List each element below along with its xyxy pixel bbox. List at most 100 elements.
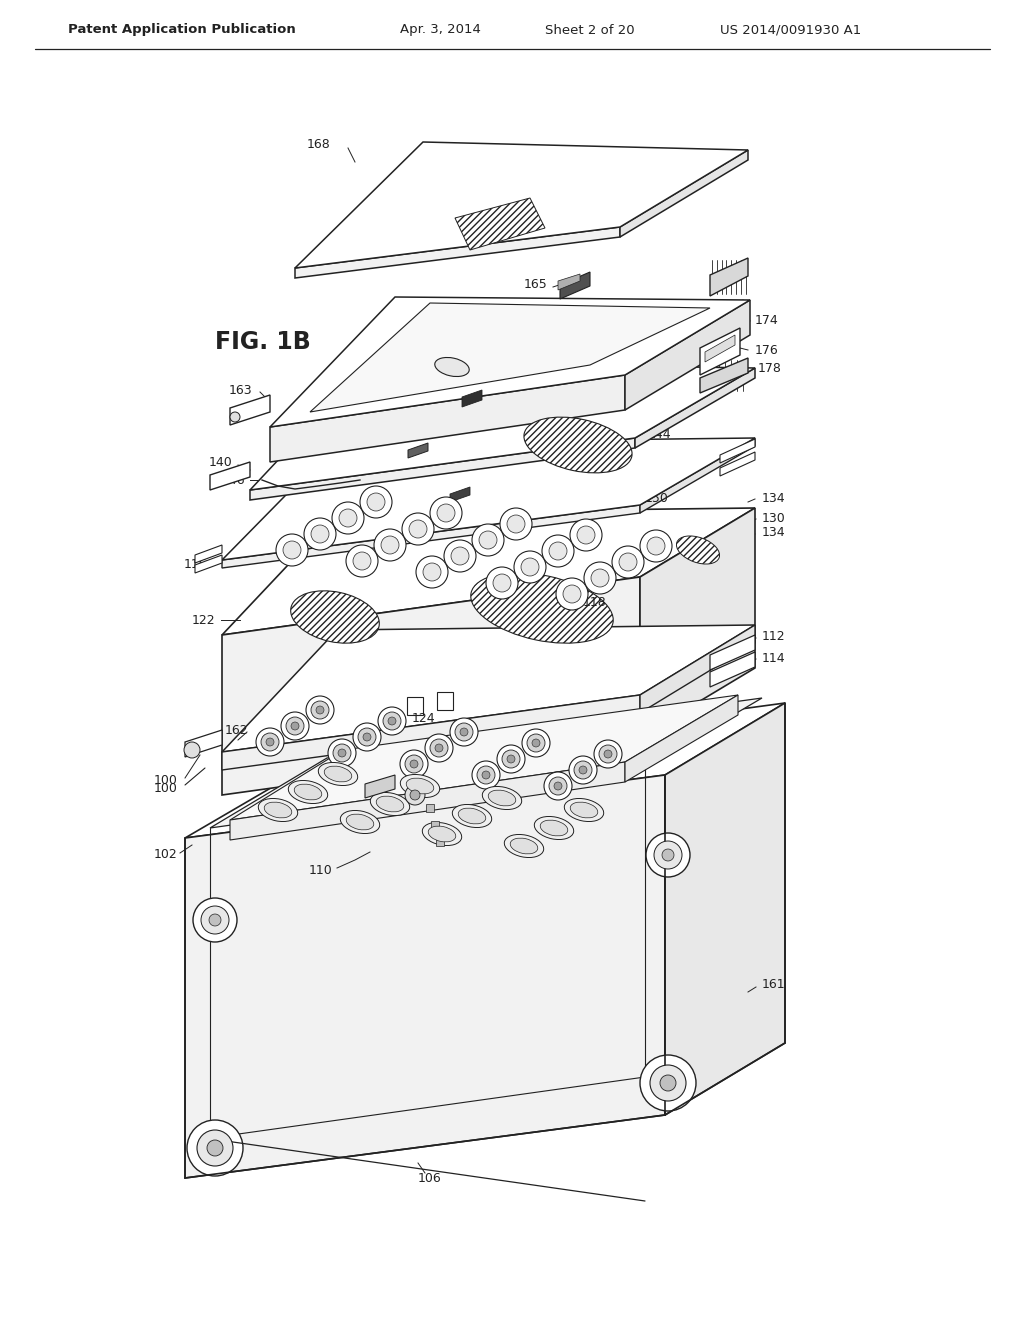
Text: 176: 176 <box>755 343 778 356</box>
Circle shape <box>276 535 308 566</box>
Circle shape <box>556 578 588 610</box>
Polygon shape <box>270 297 750 426</box>
Ellipse shape <box>289 780 328 804</box>
Circle shape <box>574 762 592 779</box>
Ellipse shape <box>428 826 456 842</box>
Circle shape <box>207 1140 223 1156</box>
Text: 178: 178 <box>758 362 782 375</box>
Polygon shape <box>431 821 439 829</box>
Ellipse shape <box>482 787 521 809</box>
Circle shape <box>261 733 279 751</box>
Circle shape <box>409 520 427 539</box>
Circle shape <box>332 502 364 535</box>
Circle shape <box>604 750 612 758</box>
Polygon shape <box>222 624 755 752</box>
Text: 134: 134 <box>762 527 785 540</box>
Circle shape <box>286 717 304 735</box>
Circle shape <box>563 585 581 603</box>
Circle shape <box>430 739 449 756</box>
Circle shape <box>570 519 602 550</box>
Circle shape <box>521 558 539 576</box>
Text: 164: 164 <box>415 354 438 367</box>
Text: 148: 148 <box>376 441 400 454</box>
Text: 118: 118 <box>583 595 607 609</box>
Polygon shape <box>195 545 222 564</box>
Circle shape <box>599 744 617 763</box>
Text: 144: 144 <box>648 429 672 441</box>
Polygon shape <box>640 624 755 713</box>
Circle shape <box>579 766 587 774</box>
Text: 134: 134 <box>314 519 338 532</box>
Text: 116: 116 <box>183 558 207 572</box>
Circle shape <box>291 722 299 730</box>
Circle shape <box>410 789 420 800</box>
Text: US 2014/0091930 A1: US 2014/0091930 A1 <box>720 24 861 37</box>
Circle shape <box>451 546 469 565</box>
Ellipse shape <box>258 799 298 821</box>
Circle shape <box>338 748 346 756</box>
Text: 130: 130 <box>762 511 785 524</box>
Circle shape <box>374 529 406 561</box>
Text: 140: 140 <box>208 455 232 469</box>
Polygon shape <box>222 577 640 795</box>
Ellipse shape <box>677 536 720 564</box>
Circle shape <box>184 742 200 758</box>
Ellipse shape <box>570 803 598 818</box>
Polygon shape <box>222 508 755 635</box>
Circle shape <box>500 508 532 540</box>
Ellipse shape <box>371 792 410 816</box>
Circle shape <box>383 711 401 730</box>
Text: 146: 146 <box>221 474 245 487</box>
Circle shape <box>569 756 597 784</box>
Circle shape <box>493 574 511 591</box>
Circle shape <box>477 766 495 784</box>
Ellipse shape <box>471 573 613 643</box>
Ellipse shape <box>488 791 516 807</box>
Ellipse shape <box>400 775 439 797</box>
Polygon shape <box>558 275 580 290</box>
Circle shape <box>281 711 309 741</box>
Text: 161: 161 <box>762 978 785 991</box>
Polygon shape <box>450 487 470 502</box>
Polygon shape <box>270 375 625 462</box>
Polygon shape <box>230 696 738 820</box>
Polygon shape <box>230 395 270 425</box>
Circle shape <box>662 849 674 861</box>
Circle shape <box>450 718 478 746</box>
Circle shape <box>460 729 468 737</box>
Text: 170: 170 <box>492 190 516 203</box>
Ellipse shape <box>453 804 492 828</box>
Circle shape <box>410 760 418 768</box>
Circle shape <box>430 498 462 529</box>
Circle shape <box>646 833 690 876</box>
Circle shape <box>416 556 449 587</box>
Ellipse shape <box>504 834 544 858</box>
Polygon shape <box>720 451 755 477</box>
Ellipse shape <box>407 777 434 793</box>
Polygon shape <box>426 804 434 812</box>
Text: 150: 150 <box>286 503 310 516</box>
Circle shape <box>507 515 525 533</box>
Text: 102: 102 <box>154 849 177 862</box>
Circle shape <box>353 723 381 751</box>
Circle shape <box>584 562 616 594</box>
Ellipse shape <box>325 766 352 781</box>
Polygon shape <box>436 838 444 846</box>
Polygon shape <box>710 257 748 296</box>
Polygon shape <box>620 150 748 238</box>
Circle shape <box>437 504 455 521</box>
Circle shape <box>346 545 378 577</box>
Circle shape <box>514 550 546 583</box>
Text: 134: 134 <box>762 491 785 504</box>
Circle shape <box>333 744 351 762</box>
Circle shape <box>577 525 595 544</box>
Circle shape <box>549 543 567 560</box>
Text: 100: 100 <box>155 781 178 795</box>
Circle shape <box>406 785 425 805</box>
Polygon shape <box>222 506 640 568</box>
Circle shape <box>209 913 221 927</box>
Polygon shape <box>185 730 222 756</box>
Ellipse shape <box>564 799 604 821</box>
Circle shape <box>618 553 637 572</box>
Text: 150: 150 <box>645 491 669 504</box>
